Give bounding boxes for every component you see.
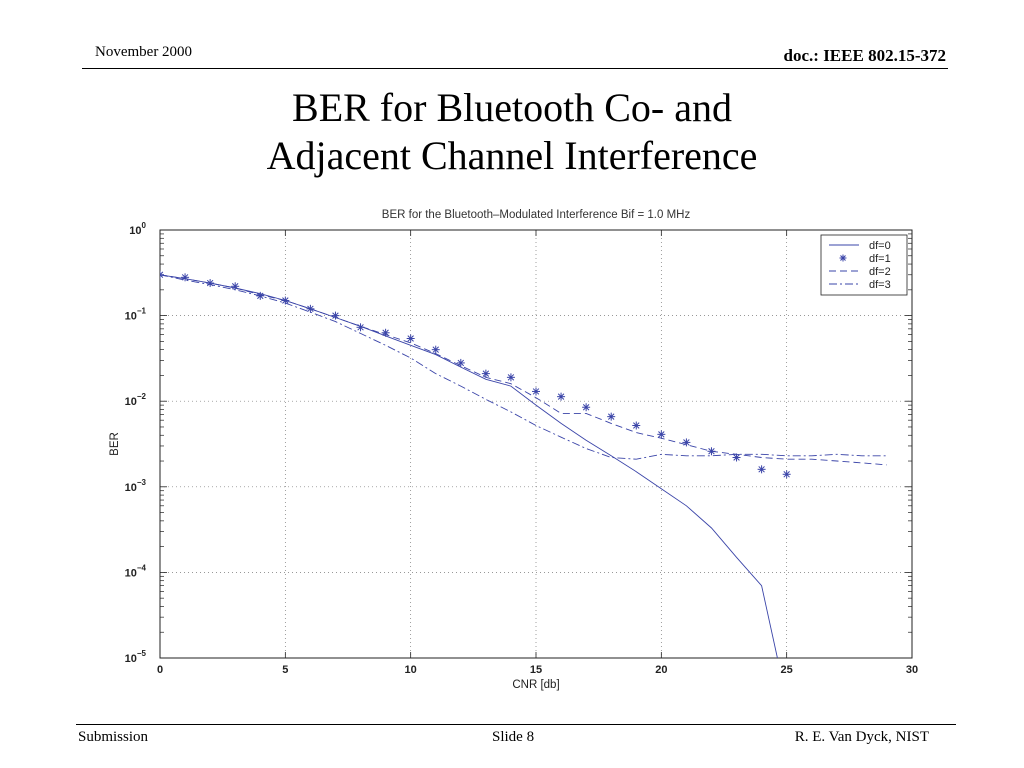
data-point-df-1 [757, 465, 766, 474]
marker-stroke [507, 374, 515, 381]
data-point-df-1 [582, 403, 591, 412]
footer-slide-number: Slide 8 [492, 729, 535, 745]
x-tick-label: 10 [405, 664, 417, 676]
marker-stroke [758, 466, 765, 473]
x-tick-label: 30 [906, 664, 918, 676]
data-point-df-1 [160, 270, 164, 279]
header-date: November 2000 [95, 44, 193, 60]
marker-stroke [783, 471, 790, 478]
series-line-df-2 [160, 274, 887, 466]
marker-stroke [840, 255, 846, 261]
marker-stroke [733, 454, 740, 461]
legend-label: df=1 [869, 253, 891, 265]
legend-box [820, 234, 908, 296]
data-point-df-1 [557, 392, 566, 401]
data-point-df-1 [231, 282, 240, 291]
legend-label: df=0 [869, 240, 891, 252]
data-point-df-1 [682, 438, 691, 447]
series-df-3 [160, 274, 887, 460]
x-tick-label: 25 [781, 664, 793, 676]
data-point-df-1 [456, 358, 465, 367]
series-df-2 [160, 274, 887, 466]
data-point-df-1 [481, 369, 490, 378]
marker-stroke [532, 388, 540, 395]
y-axis-label: BER [109, 432, 121, 456]
marker-stroke [607, 413, 615, 420]
marker-stroke [557, 393, 565, 400]
footer-rule [76, 724, 956, 725]
data-point-df-1 [431, 345, 440, 354]
grid [160, 230, 912, 658]
legend-marker [839, 254, 847, 262]
x-tick-label: 15 [530, 664, 542, 676]
marker-stroke [407, 335, 414, 342]
footer-submission: Submission [78, 729, 149, 745]
data-point-df-1 [732, 453, 741, 462]
slide-title-line-1: BER for Bluetooth Co- and [292, 85, 732, 130]
series-line-df-0 [160, 274, 778, 658]
series-line-df-3 [160, 274, 887, 460]
marker-stroke [160, 271, 164, 276]
y-tick-label: 10−1 [125, 307, 147, 323]
ber-chart: BER for the Bluetooth–Modulated Interfer… [0, 196, 1024, 706]
data-point-df-1 [406, 334, 415, 343]
y-tick-label: 10−5 [125, 649, 147, 665]
legend-label: df=3 [869, 279, 891, 291]
footer-author: R. E. Van Dyck, NIST [794, 729, 929, 745]
data-point-df-1 [532, 387, 540, 396]
marker-stroke [231, 283, 239, 290]
x-axis-label: CNR [db] [512, 679, 559, 691]
x-tick-label: 5 [282, 664, 288, 676]
y-tick-label: 10−4 [125, 563, 147, 579]
marker-stroke [633, 422, 640, 429]
marker-stroke [582, 404, 590, 411]
series-df-0 [160, 274, 778, 658]
header-doc-id: doc.: IEEE 802.15-372 [783, 46, 946, 65]
slide-title-line-2: Adjacent Channel Interference [266, 133, 758, 178]
y-tick-label: 100 [129, 221, 146, 237]
marker-stroke [282, 297, 289, 304]
data-point-df-1 [181, 273, 190, 282]
data-point-df-1 [657, 430, 666, 439]
marker-stroke [357, 324, 364, 331]
marker-stroke [658, 431, 665, 438]
x-tick-label: 20 [655, 664, 667, 676]
header-rule [82, 68, 948, 69]
chart-title: BER for the Bluetooth–Modulated Interfer… [382, 209, 691, 221]
y-tick-label: 10−2 [125, 392, 147, 408]
data-point-df-1 [331, 311, 340, 320]
data-point-df-1 [506, 373, 515, 382]
ber-chart-svg: BER for the Bluetooth–Modulated Interfer… [109, 209, 918, 691]
y-tick-label: 10−3 [125, 478, 147, 494]
marker-stroke [382, 329, 389, 337]
data-point-df-1 [381, 328, 390, 337]
slide-title: BER for Bluetooth Co- and Adjacent Chann… [0, 84, 1024, 180]
marker-stroke [432, 346, 439, 353]
data-point-df-1 [607, 412, 616, 421]
data-point-df-1 [632, 421, 641, 430]
x-tick-label: 0 [157, 664, 163, 676]
marker-stroke [482, 370, 490, 377]
marker-stroke [160, 274, 164, 278]
data-point-df-1 [782, 470, 791, 479]
legend-label: df=2 [869, 266, 891, 278]
legend: df=0df=1df=2df=3 [820, 234, 908, 296]
marker-stroke [332, 312, 339, 319]
